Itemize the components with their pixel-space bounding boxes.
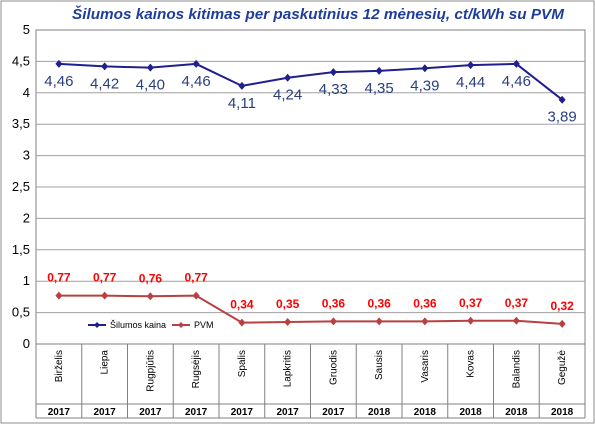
- data-point: [375, 317, 383, 326]
- y-tick-label: 5: [23, 22, 30, 37]
- x-category-label: Balandis: [511, 350, 522, 388]
- x-year-label: 2018: [551, 407, 574, 418]
- data-label: 0,37: [459, 296, 483, 310]
- data-point: [55, 59, 63, 68]
- chart-title: Šilumos kainos kitimas per paskutinius 1…: [72, 5, 565, 23]
- series-line: [58, 294, 563, 325]
- y-tick-label: 3,5: [12, 116, 30, 131]
- data-label: 0,34: [230, 298, 254, 312]
- legend-label: PVM: [194, 320, 214, 330]
- data-point: [512, 59, 520, 68]
- x-year-label: 2017: [48, 407, 71, 418]
- x-year-label: 2017: [185, 407, 208, 418]
- data-point: [101, 291, 109, 300]
- y-tick-label: 3: [23, 148, 30, 163]
- x-category-label: Gegužė: [557, 350, 568, 385]
- data-point: [512, 316, 520, 325]
- y-tick-label: 2: [23, 210, 30, 225]
- x-year-label: 2017: [231, 407, 254, 418]
- data-label: 0,36: [322, 296, 346, 310]
- data-label: 0,77: [184, 271, 208, 285]
- data-label: 0,77: [93, 271, 117, 285]
- data-label: 0,32: [550, 299, 574, 313]
- y-tick-label: 1: [23, 273, 30, 288]
- data-point: [558, 319, 566, 328]
- x-year-label: 2018: [368, 407, 391, 418]
- x-category-label: Liepa: [100, 350, 111, 375]
- data-label: 0,36: [367, 296, 391, 310]
- data-label: 0,77: [47, 271, 71, 285]
- data-label: 4,24: [273, 87, 302, 104]
- data-label: 3,89: [548, 109, 577, 126]
- x-year-label: 2017: [322, 407, 345, 418]
- data-point: [421, 64, 429, 73]
- data-label: 0,36: [413, 296, 437, 310]
- data-label: 4,46: [502, 73, 531, 90]
- data-point: [467, 61, 475, 70]
- data-label: 4,46: [44, 73, 73, 90]
- data-label: 0,37: [505, 296, 529, 310]
- data-point: [238, 318, 246, 327]
- data-point: [421, 317, 429, 326]
- data-label: 4,46: [182, 73, 211, 90]
- data-label: 0,35: [276, 297, 300, 311]
- data-point: [284, 73, 292, 82]
- data-point: [558, 95, 566, 104]
- x-category-label: Rugpjūtis: [145, 350, 156, 392]
- data-label: 0,76: [139, 271, 163, 285]
- x-year-label: 2018: [460, 407, 483, 418]
- data-label: 4,39: [410, 77, 439, 94]
- x-category-label: Kovas: [466, 350, 477, 378]
- data-point: [284, 318, 292, 327]
- data-point: [329, 68, 337, 77]
- data-label: 4,33: [319, 81, 348, 98]
- x-category-label: Rugsėjis: [191, 350, 202, 388]
- data-point: [375, 66, 383, 75]
- x-category-label: Lapkritis: [283, 350, 294, 387]
- legend-label: Šilumos kaina: [110, 320, 166, 330]
- x-category-label: Birželis: [54, 350, 65, 382]
- data-point: [192, 291, 200, 300]
- x-year-label: 2018: [414, 407, 437, 418]
- data-point: [238, 81, 246, 90]
- x-category-label: Spalis: [237, 350, 248, 377]
- data-point: [146, 292, 154, 301]
- y-tick-label: 1,5: [12, 242, 30, 257]
- x-category-label: Sausis: [374, 350, 385, 380]
- data-label: 4,40: [136, 77, 165, 94]
- data-label: 4,11: [228, 95, 256, 112]
- legend-marker: [178, 322, 184, 328]
- x-year-label: 2017: [277, 407, 300, 418]
- data-label: 4,35: [365, 80, 394, 97]
- y-tick-label: 0: [23, 336, 30, 351]
- x-category-label: Gruodis: [328, 350, 339, 385]
- legend-marker: [94, 322, 100, 328]
- y-tick-label: 0,5: [12, 305, 30, 320]
- data-point: [329, 317, 337, 326]
- y-tick-label: 4: [23, 85, 30, 100]
- data-point: [467, 316, 475, 325]
- series-line: [58, 62, 563, 101]
- x-year-label: 2017: [139, 407, 162, 418]
- data-label: 4,44: [456, 74, 485, 91]
- data-point: [101, 62, 109, 71]
- y-tick-label: 2,5: [12, 179, 30, 194]
- data-point: [192, 59, 200, 68]
- data-point: [146, 63, 154, 72]
- x-category-label: Vasaris: [420, 350, 431, 383]
- x-year-label: 2017: [94, 407, 117, 418]
- data-label: 4,42: [90, 75, 119, 92]
- x-year-label: 2018: [505, 407, 528, 418]
- data-point: [55, 291, 63, 300]
- y-tick-label: 4,5: [12, 53, 30, 68]
